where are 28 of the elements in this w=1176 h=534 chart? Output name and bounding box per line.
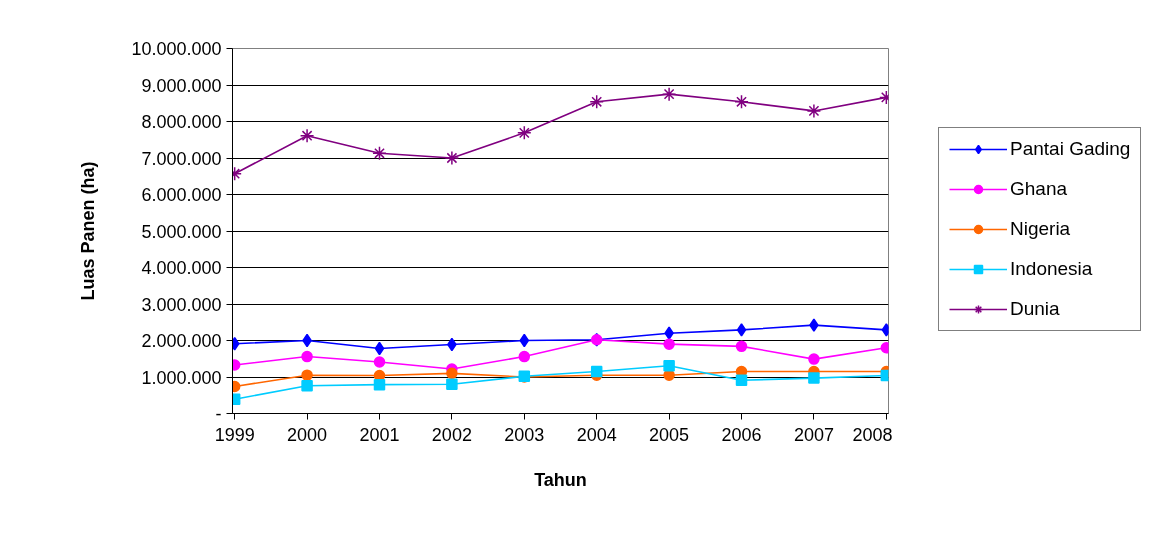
y-tick-label: 10.000.000 [131, 39, 222, 59]
x-tick-label: 2006 [721, 424, 762, 445]
x-tick-label: 2002 [431, 424, 472, 445]
y-tick-label: 4.000.000 [141, 258, 222, 278]
y-tick-label: - [215, 404, 222, 424]
y-axis-title: Luas Panen (ha) [78, 161, 99, 301]
x-axis-title: Tahun [534, 469, 587, 490]
y-tick-label: 7.000.000 [141, 148, 222, 169]
x-tick-label: 2005 [649, 424, 690, 445]
x-tick-label: 2004 [576, 424, 617, 445]
y-tick-label: 3.000.000 [141, 294, 222, 315]
x-tick-label: 2000 [287, 424, 328, 445]
x-tick-label: 2001 [359, 424, 400, 445]
legend-label: Pantai Gading [1010, 137, 1131, 160]
y-tick-label: 8.000.000 [141, 112, 222, 132]
legend-label: Indonesia [1010, 257, 1093, 280]
y-tick-label: 6.000.000 [141, 185, 222, 205]
y-tick-label: 9.000.000 [141, 75, 222, 96]
x-tick-label: 2007 [793, 424, 834, 445]
x-tick-label: 2008 [852, 424, 893, 445]
y-tick-label: 1.000.000 [141, 367, 222, 388]
y-tick-label: 2.000.000 [141, 331, 222, 351]
x-tick-label: 2003 [504, 424, 545, 445]
legend-label: Dunia [1010, 297, 1060, 320]
x-tick-label: 1999 [214, 424, 255, 445]
y-tick-label: 5.000.000 [141, 221, 222, 242]
legend-label: Nigeria [1010, 217, 1071, 240]
legend-label: Ghana [1010, 177, 1068, 200]
